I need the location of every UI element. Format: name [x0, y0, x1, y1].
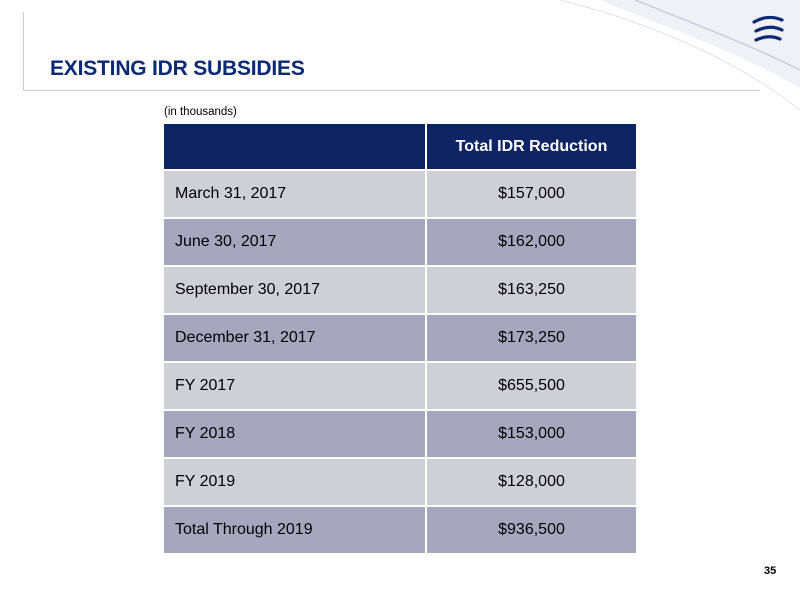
row-label: June 30, 2017: [164, 217, 427, 267]
table-row: September 30, 2017 $163,250: [164, 265, 636, 315]
row-label: September 30, 2017: [164, 265, 427, 315]
header-total-idr-reduction: Total IDR Reduction: [425, 124, 636, 171]
row-label: FY 2017: [164, 361, 427, 411]
table-header-row: Total IDR Reduction: [164, 124, 636, 171]
company-logo-icon: [752, 15, 784, 42]
row-value: $655,500: [425, 361, 636, 411]
row-label: December 31, 2017: [164, 313, 427, 363]
table-row: FY 2017 $655,500: [164, 361, 636, 411]
row-value: $162,000: [425, 217, 636, 267]
row-value: $936,500: [425, 505, 636, 553]
row-label: March 31, 2017: [164, 169, 427, 219]
row-value: $153,000: [425, 409, 636, 459]
table-row: Total Through 2019 $936,500: [164, 505, 636, 553]
row-value: $157,000: [425, 169, 636, 219]
row-label: Total Through 2019: [164, 505, 427, 553]
units-note: (in thousands): [164, 106, 237, 118]
table-row: FY 2018 $153,000: [164, 409, 636, 459]
table-row: March 31, 2017 $157,000: [164, 169, 636, 219]
corner-swoosh-decoration: [559, 0, 800, 111]
row-label: FY 2018: [164, 409, 427, 459]
title-frame-horizontal-rule: [23, 90, 760, 91]
table-row: June 30, 2017 $162,000: [164, 217, 636, 267]
header-label-cell: [164, 124, 427, 171]
table-row: FY 2019 $128,000: [164, 457, 636, 507]
row-value: $163,250: [425, 265, 636, 315]
title-frame-vertical-rule: [23, 12, 24, 90]
page-title: EXISTING IDR SUBSIDIES: [50, 57, 305, 80]
row-label: FY 2019: [164, 457, 427, 507]
table-row: December 31, 2017 $173,250: [164, 313, 636, 363]
row-value: $128,000: [425, 457, 636, 507]
idr-subsidies-table: Total IDR Reduction March 31, 2017 $157,…: [164, 124, 636, 553]
page-number: 35: [764, 565, 777, 577]
row-value: $173,250: [425, 313, 636, 363]
